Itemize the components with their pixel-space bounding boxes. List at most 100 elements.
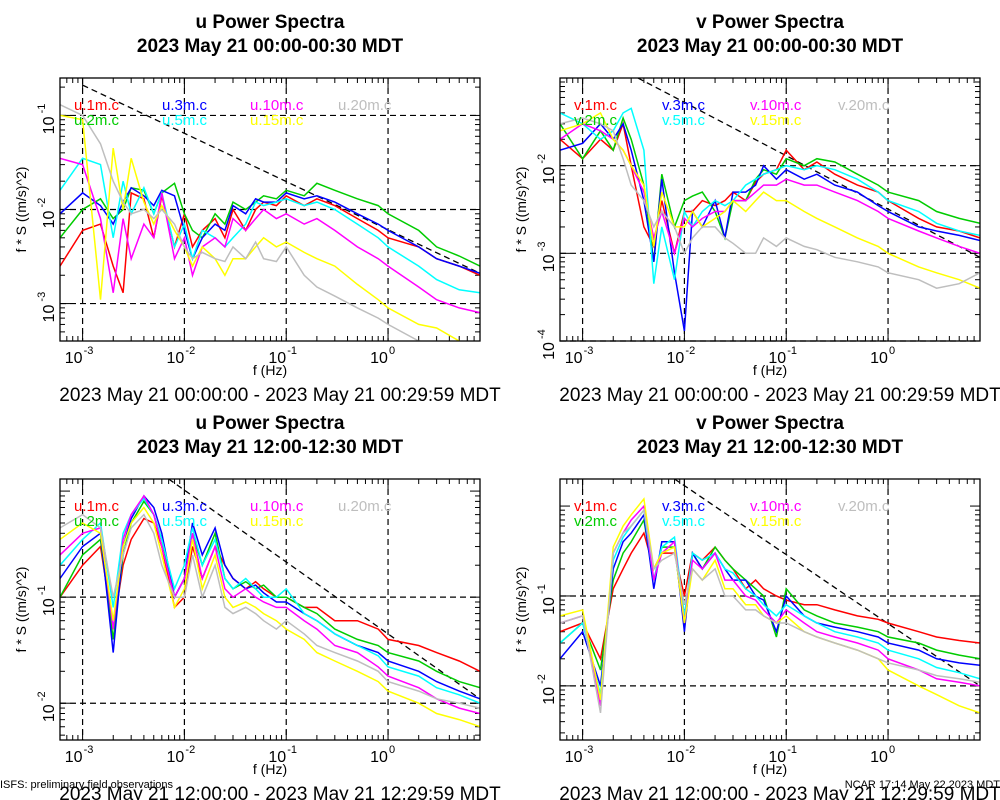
x-tick-exponent: -3 [584, 345, 594, 357]
series-line-v.1m.c [560, 121, 980, 254]
x-tick-exponent: -3 [84, 744, 94, 756]
legend-entry-u.1m.c: u.1m.c [74, 97, 120, 114]
x-tick-exponent: -1 [287, 744, 297, 756]
time-range-label: 2023 May 21 00:00:00 - 2023 May 21 00:29… [559, 385, 1000, 406]
y-tick-label: 10 [541, 342, 558, 360]
legend-entry-v.10m.c: v.10m.c [750, 498, 802, 515]
legend-entry-v.2m.c: v.2m.c [574, 112, 618, 129]
x-tick-label: 10 [268, 350, 286, 367]
time-range-label: 2023 May 21 12:00:00 - 2023 May 21 12:29… [559, 784, 1000, 800]
y-tick-exponent: -1 [36, 104, 48, 114]
series-line-v.10m.c [560, 504, 980, 706]
y-axis-label: f * S ((m/s)^2) [513, 167, 529, 253]
x-tick-exponent: 0 [389, 744, 395, 756]
y-tick-exponent: -1 [536, 584, 548, 594]
series-line-u.1m.c [60, 191, 480, 294]
legend-entry-u.20m.c: u.20m.c [338, 97, 392, 114]
legend-entry-u.20m.c: u.20m.c [338, 498, 392, 515]
series-line-v.15m.c [560, 111, 980, 289]
y-tick-label: 10 [41, 211, 58, 229]
legend-entry-u.5m.c: u.5m.c [162, 513, 208, 530]
series-line-u.3m.c [60, 494, 480, 700]
y-axis-label: f * S ((m/s)^2) [513, 567, 529, 653]
x-tick-exponent: -2 [685, 345, 695, 357]
chart-subtitle: 2023 May 21 00:00-00:30 MDT [637, 36, 904, 57]
reference-slope-line [168, 479, 480, 700]
time-range-label: 2023 May 21 00:00:00 - 2023 May 21 00:29… [59, 385, 501, 406]
series-line-v.10m.c [560, 122, 980, 256]
y-tick-label: 10 [41, 704, 58, 722]
legend-entry-v.3m.c: v.3m.c [662, 97, 706, 114]
time-range-label: 2023 May 21 12:00:00 - 2023 May 21 12:29… [59, 784, 501, 800]
x-tick-exponent: -3 [584, 744, 594, 756]
y-tick-exponent: -1 [36, 585, 48, 595]
series-line-u.10m.c [60, 157, 480, 314]
series-line-u.5m.c [60, 157, 480, 294]
y-tick-label: 10 [541, 167, 558, 185]
legend-entry-u.10m.c: u.10m.c [250, 97, 304, 114]
series-line-v.20m.c [560, 117, 980, 289]
plot-frame [59, 478, 481, 741]
x-tick-label: 10 [65, 749, 83, 766]
x-tick-label: 10 [268, 749, 286, 766]
legend-entry-v.3m.c: v.3m.c [662, 498, 706, 515]
y-tick-exponent: -2 [36, 198, 48, 208]
series-line-v.20m.c [560, 508, 980, 714]
reference-slope-line [674, 479, 980, 687]
footer-right: NCAR 17:14 May 22 2023 MDT [845, 779, 1000, 791]
series-line-u.15m.c [60, 114, 461, 341]
x-tick-label: 10 [65, 350, 83, 367]
legend-entry-u.3m.c: u.3m.c [162, 498, 208, 515]
y-tick-exponent: -3 [36, 292, 48, 302]
x-tick-label: 10 [667, 749, 685, 766]
legend-entry-v.5m.c: v.5m.c [662, 112, 706, 129]
series-line-v.2m.c [560, 517, 980, 671]
x-tick-label: 10 [768, 749, 786, 766]
legend-entry-u.2m.c: u.2m.c [74, 112, 120, 129]
chart-panel-1: u Power Spectra 2023 May 21 00:00-00:30 M… [13, 12, 501, 406]
chart-title: u Power Spectra [196, 413, 345, 434]
chart-subtitle: 2023 May 21 00:00-00:30 MDT [137, 36, 404, 57]
series-line-v.2m.c [560, 115, 980, 262]
x-axis-label: f (Hz) [753, 362, 787, 378]
legend-entry-u.5m.c: u.5m.c [162, 112, 208, 129]
x-tick-label: 10 [565, 350, 583, 367]
x-tick-exponent: -1 [787, 744, 797, 756]
chart-panel-4: v Power Spectra 2023 May 21 12:00-12:30 M… [513, 413, 1000, 800]
y-tick-label: 10 [541, 597, 558, 615]
plot-frame [559, 77, 981, 342]
series-line-v.3m.c [560, 122, 980, 332]
y-tick-exponent: -3 [536, 242, 548, 252]
chart-title: u Power Spectra [196, 12, 345, 33]
y-tick-label: 10 [41, 305, 58, 323]
y-axis-label: f * S ((m/s)^2) [13, 567, 29, 653]
legend-entry-u.1m.c: u.1m.c [74, 498, 120, 515]
x-tick-exponent: -3 [84, 345, 94, 357]
legend-entry-u.10m.c: u.10m.c [250, 498, 304, 515]
plot-frame [559, 478, 981, 741]
x-tick-exponent: -2 [185, 744, 195, 756]
x-tick-label: 10 [667, 350, 685, 367]
x-tick-exponent: -1 [287, 345, 297, 357]
chart-title: v Power Spectra [696, 413, 844, 434]
series-line-v.5m.c [560, 508, 980, 695]
series-line-v.15m.c [560, 497, 980, 714]
x-tick-label: 10 [870, 749, 888, 766]
x-tick-label: 10 [370, 350, 388, 367]
legend-entry-u.2m.c: u.2m.c [74, 513, 120, 530]
series-line-u.10m.c [60, 494, 480, 715]
y-tick-label: 10 [41, 598, 58, 616]
series-line-v.3m.c [560, 512, 980, 687]
chart-panel-3: u Power Spectra 2023 May 21 12:00-12:30 M… [13, 413, 501, 800]
y-tick-label: 10 [41, 116, 58, 134]
x-axis-label: f (Hz) [753, 761, 787, 777]
series-line-u.20m.c [60, 104, 426, 341]
legend-entry-v.5m.c: v.5m.c [662, 513, 706, 530]
x-axis-label: f (Hz) [253, 362, 287, 378]
legend-entry-u.15m.c: u.15m.c [250, 112, 304, 129]
legend-entry-v.20m.c: v.20m.c [838, 97, 890, 114]
x-tick-label: 10 [565, 749, 583, 766]
x-tick-exponent: 0 [389, 345, 395, 357]
legend-entry-v.20m.c: v.20m.c [838, 498, 890, 515]
